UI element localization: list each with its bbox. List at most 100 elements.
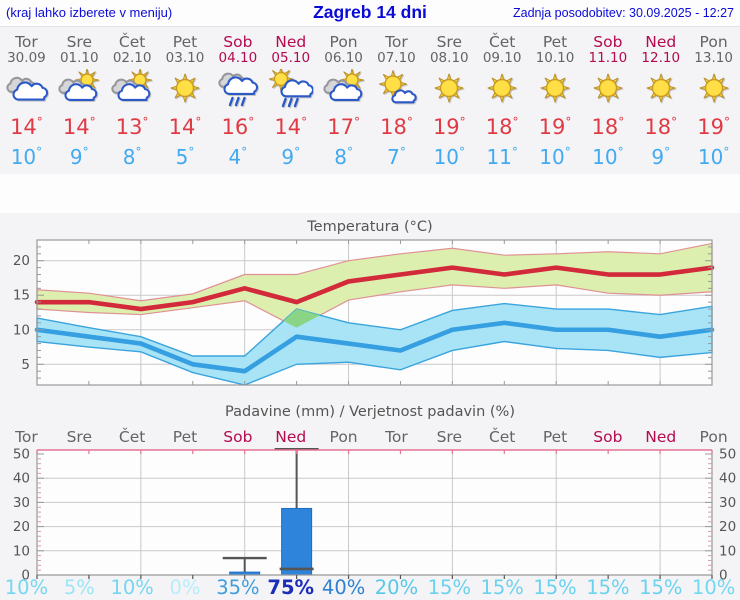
day-weekday: Sob bbox=[223, 33, 253, 51]
day-date: 01.10 bbox=[59, 50, 99, 66]
precip-day-label: Sre bbox=[436, 428, 463, 446]
day-high-temp: 14° bbox=[10, 115, 43, 139]
precipitation-probability-row: 10% 5% 10% 0% 35% 75% 40% 20% 15% 15% 15% 15% 15% 10% bbox=[0, 576, 740, 599]
day-icon bbox=[423, 69, 476, 109]
precip-probability: 10% bbox=[110, 576, 154, 599]
day-column-03.10: Pet 03.10 14° 5° bbox=[159, 27, 212, 174]
spacer bbox=[0, 174, 740, 213]
precip-probability: 10% bbox=[691, 576, 736, 599]
day-low-temp: 7° bbox=[387, 145, 406, 169]
day-low-temp: 8° bbox=[122, 145, 142, 169]
weather-icon-partly bbox=[111, 68, 153, 101]
day-icon bbox=[687, 69, 740, 109]
day-date: 08.10 bbox=[429, 50, 469, 66]
day-icon bbox=[317, 68, 370, 109]
precip-day-label: Sob bbox=[593, 428, 623, 446]
precip-day-label: Sre bbox=[66, 428, 92, 446]
day-low-temp: 10° bbox=[592, 145, 624, 169]
precip-probability: 15% bbox=[639, 576, 683, 599]
day-column-05.10: Ned 05.10 14° 9° bbox=[264, 27, 317, 174]
weather-icon-sunny bbox=[646, 73, 676, 103]
temperature-chart-title: Temperatura (°C) bbox=[307, 219, 433, 235]
day-weekday: Sre bbox=[66, 33, 92, 51]
day-column-13.10: Pon 13.10 19° 10° bbox=[687, 27, 740, 174]
day-date: 11.10 bbox=[588, 50, 628, 66]
day-icon bbox=[106, 68, 159, 109]
precip-day-label: Pet bbox=[172, 428, 198, 446]
day-date: 09.10 bbox=[482, 50, 522, 66]
page-title: Zagreb 14 dni bbox=[313, 2, 427, 22]
day-high-temp: 19° bbox=[538, 115, 572, 139]
weather-icon-sunny bbox=[540, 73, 570, 103]
day-low-temp: 10° bbox=[539, 145, 571, 169]
day-date: 13.10 bbox=[694, 50, 733, 66]
precip-day-label: Pet bbox=[542, 428, 568, 446]
day-low-temp: 9° bbox=[281, 145, 301, 169]
day-column-01.10: Sre 01.10 14° 9° bbox=[53, 27, 106, 174]
day-icon bbox=[159, 69, 212, 109]
svg-text:20: 20 bbox=[13, 519, 30, 535]
day-high-temp: 14° bbox=[168, 115, 202, 139]
day-low-temp: 8° bbox=[334, 145, 353, 169]
precip-probability: 15% bbox=[480, 576, 524, 599]
svg-text:50: 50 bbox=[13, 447, 30, 463]
precipitation-day-labels: Tor Sre Čet Pet Sob Ned Pon Tor Sre Čet Pet Sob Ned P… bbox=[0, 428, 740, 447]
precip-day-label: Ned bbox=[645, 428, 677, 446]
precip-probability: 10% bbox=[4, 576, 49, 599]
weather-icon-sunny bbox=[699, 73, 729, 103]
day-high-temp: 18° bbox=[380, 115, 413, 139]
day-low-temp: 11° bbox=[486, 145, 518, 169]
day-low-temp: 10° bbox=[697, 145, 730, 169]
svg-text:40: 40 bbox=[719, 471, 736, 487]
day-icon bbox=[370, 69, 423, 109]
day-column-10.10: Pet 10.10 19° 10° bbox=[529, 27, 582, 174]
svg-text:5: 5 bbox=[21, 357, 30, 373]
day-low-temp: 10° bbox=[10, 145, 43, 169]
precip-day-label: Pon bbox=[699, 428, 728, 446]
svg-text:0: 0 bbox=[719, 568, 728, 584]
day-weekday: Ned bbox=[275, 33, 307, 51]
precip-probability: 35% bbox=[216, 576, 260, 599]
day-icon bbox=[211, 69, 264, 109]
forecast-strip: Tor 30.09 14° 10° Sre 01.10 14° 9° Čet 02.10 13° 8°… bbox=[0, 27, 740, 174]
day-date: 03.10 bbox=[165, 50, 205, 66]
svg-text:10: 10 bbox=[13, 322, 30, 338]
day-column-30.09: Tor 30.09 14° 10° bbox=[0, 27, 53, 174]
day-icon bbox=[0, 69, 53, 109]
day-column-06.10: Pon 06.10 17° 8° bbox=[317, 27, 370, 174]
weather-icon-partly bbox=[322, 68, 364, 101]
day-weekday: Sre bbox=[436, 33, 463, 51]
day-date: 02.10 bbox=[112, 50, 152, 66]
day-column-07.10: Tor 07.10 18° 7° bbox=[370, 27, 423, 174]
weather-icon-partly bbox=[58, 68, 100, 101]
precip-probability: 0% bbox=[169, 576, 201, 599]
day-weekday: Sob bbox=[593, 33, 623, 51]
day-column-09.10: Čet 09.10 18° 11° bbox=[476, 27, 529, 174]
day-weekday: Pon bbox=[699, 33, 728, 51]
day-column-12.10: Ned 12.10 18° 9° bbox=[634, 27, 687, 174]
day-low-temp: 9° bbox=[651, 145, 671, 169]
svg-text:15: 15 bbox=[13, 288, 30, 304]
svg-text:20: 20 bbox=[719, 519, 736, 535]
weather-icon-sun-cloud bbox=[379, 70, 418, 104]
day-date: 06.10 bbox=[324, 50, 363, 66]
day-icon bbox=[53, 68, 106, 109]
svg-text:0: 0 bbox=[21, 568, 30, 584]
precip-day-label: Pon bbox=[329, 428, 358, 446]
page-header: (kraj lahko izberete v meniju) Zagreb 14… bbox=[0, 0, 740, 27]
precip-day-label: Čet bbox=[118, 428, 146, 446]
weather-icon-rain bbox=[218, 72, 258, 107]
svg-text:30: 30 bbox=[13, 495, 30, 511]
svg-text:50: 50 bbox=[719, 447, 736, 463]
day-weekday: Pet bbox=[172, 33, 198, 51]
day-date: 04.10 bbox=[218, 50, 258, 66]
day-high-temp: 18° bbox=[591, 115, 625, 139]
svg-text:10: 10 bbox=[13, 543, 30, 559]
day-weekday: Pet bbox=[542, 33, 568, 51]
day-high-temp: 16° bbox=[221, 115, 255, 139]
day-low-temp: 4° bbox=[228, 145, 248, 169]
day-weekday: Tor bbox=[15, 33, 38, 51]
day-column-04.10: Sob 04.10 16° 4° bbox=[211, 27, 264, 174]
precip-probability: 15% bbox=[427, 576, 471, 599]
precip-day-label: Ned bbox=[275, 428, 307, 446]
